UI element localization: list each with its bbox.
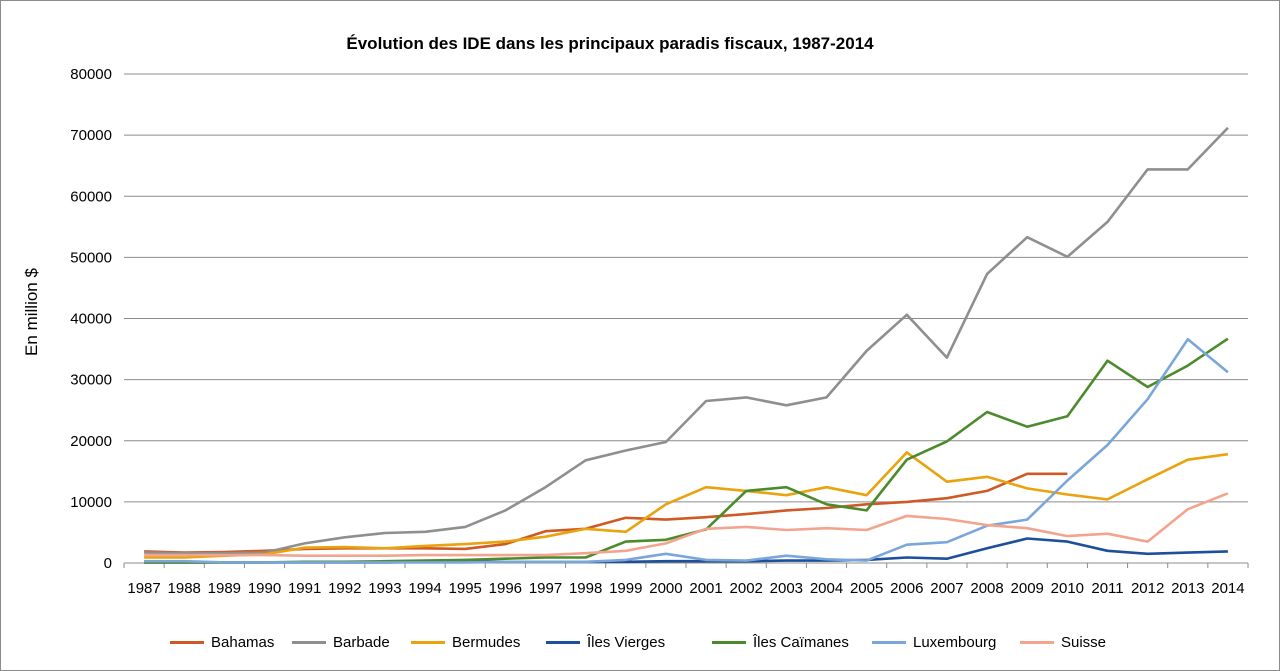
legend-item: Bahamas bbox=[170, 631, 274, 653]
x-tick-label: 1991 bbox=[288, 580, 321, 597]
y-tick-label: 20000 bbox=[70, 433, 112, 450]
legend-swatch bbox=[712, 640, 746, 644]
chart-title: Évolution des IDE dans les principaux pa… bbox=[346, 34, 874, 53]
x-tick-label: 2006 bbox=[890, 580, 923, 597]
series-line-barbade bbox=[144, 126, 1229, 555]
y-tick-label: 0 bbox=[104, 555, 112, 572]
legend-swatch bbox=[872, 640, 906, 644]
legend-label: Îles Vierges bbox=[587, 633, 666, 651]
x-tick-label: 2003 bbox=[770, 580, 803, 597]
y-tick-label: 60000 bbox=[70, 188, 112, 205]
x-tick-label: 1998 bbox=[569, 580, 602, 597]
x-tick-label: 2013 bbox=[1171, 580, 1204, 597]
series-line-luxembourg bbox=[144, 338, 1229, 564]
x-tick-label: 1988 bbox=[168, 580, 201, 597]
legend-swatch bbox=[170, 640, 204, 644]
legend-item: Suisse bbox=[1020, 631, 1106, 653]
legend-item: Îles Vierges bbox=[546, 631, 665, 653]
legend-label: Bahamas bbox=[211, 633, 275, 651]
x-tick-label: 2001 bbox=[689, 580, 722, 597]
x-tick-label: 2005 bbox=[850, 580, 883, 597]
x-tick-label: 1993 bbox=[368, 580, 401, 597]
series-line-suisse bbox=[144, 492, 1229, 557]
y-tick-labels: 0 10000 20000 30000 40000 50000 60000 70000 8000… bbox=[70, 66, 112, 572]
series-lines bbox=[144, 126, 1229, 564]
legend-swatch bbox=[1020, 640, 1054, 644]
gridlines bbox=[123, 73, 1249, 568]
series-line--les-ca-manes bbox=[144, 337, 1229, 564]
series-line-bahamas bbox=[144, 472, 1068, 554]
x-tick-label: 1987 bbox=[127, 580, 160, 597]
x-tick-label: 1992 bbox=[328, 580, 361, 597]
legend-label: Îles Caïmanes bbox=[753, 633, 849, 651]
x-tick-labels: 1987 1988 1989 1990 1991 1992 1993 1994 1995 1996… bbox=[127, 580, 1244, 597]
x-tick-label: 1999 bbox=[609, 580, 642, 597]
x-tick-label: 1994 bbox=[408, 580, 441, 597]
series-line-bermudes bbox=[144, 451, 1229, 559]
legend-item: Îles Caïmanes bbox=[712, 631, 849, 653]
legend-label: Barbade bbox=[333, 633, 390, 651]
x-tick-label: 2002 bbox=[730, 580, 763, 597]
legend-swatch bbox=[546, 640, 580, 644]
x-tick-label: 1996 bbox=[489, 580, 522, 597]
y-tick-label: 50000 bbox=[70, 249, 112, 266]
legend-item: Barbade bbox=[292, 631, 390, 653]
x-tick-label: 1990 bbox=[248, 580, 281, 597]
x-tick-label: 2011 bbox=[1091, 580, 1123, 597]
y-tick-label: 30000 bbox=[70, 372, 112, 389]
x-tick-label: 1995 bbox=[449, 580, 482, 597]
x-tick-label: 2012 bbox=[1131, 580, 1164, 597]
legend-label: Bermudes bbox=[452, 633, 521, 651]
x-tick-label: 2008 bbox=[970, 580, 1003, 597]
x-tick-label: 2010 bbox=[1051, 580, 1084, 597]
y-tick-label: 10000 bbox=[70, 494, 112, 511]
x-tick-label: 2004 bbox=[810, 580, 843, 597]
legend-swatch bbox=[292, 640, 326, 644]
x-tick-label: 2007 bbox=[930, 580, 963, 597]
x-tick-label: 2014 bbox=[1211, 580, 1244, 597]
legend-swatch bbox=[411, 640, 445, 644]
y-tick-label: 80000 bbox=[70, 66, 112, 83]
legend-item: Luxembourg bbox=[872, 631, 996, 653]
y-tick-label: 40000 bbox=[70, 311, 112, 328]
legend-item: Bermudes bbox=[411, 631, 520, 653]
legend: Bahamas Barbade Bermudes Îles Vierges Îles C… bbox=[0, 631, 1280, 653]
legend-label: Luxembourg bbox=[913, 633, 997, 651]
y-tick-label: 70000 bbox=[70, 127, 112, 144]
x-tick-label: 2009 bbox=[1011, 580, 1044, 597]
x-tick-label: 2000 bbox=[649, 580, 682, 597]
x-tick-label: 1989 bbox=[208, 580, 241, 597]
x-tick-label: 1997 bbox=[529, 580, 562, 597]
legend-label: Suisse bbox=[1061, 633, 1107, 651]
